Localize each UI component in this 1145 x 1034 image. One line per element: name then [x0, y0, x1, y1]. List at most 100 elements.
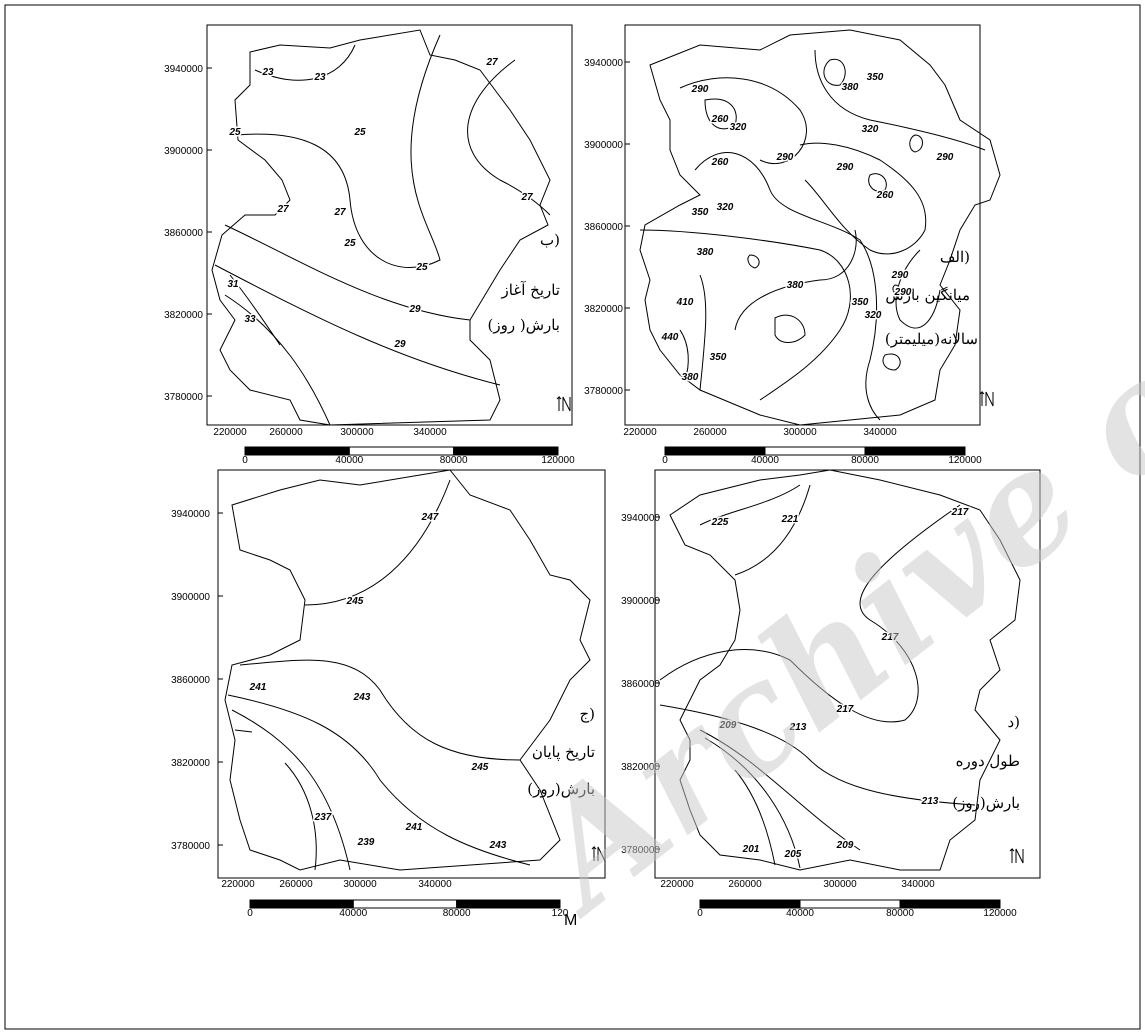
- contour-value-label: 320: [730, 122, 747, 133]
- panel-frame: [654, 469, 1041, 879]
- contour-line: [224, 294, 331, 426]
- contour-value-label: 380: [697, 247, 714, 258]
- contour-line: [823, 58, 846, 86]
- contour-line: [699, 484, 801, 526]
- contour-value-label: 217: [881, 632, 899, 643]
- y-tick-label: 3860000: [164, 228, 203, 239]
- y-tick-label: 3780000: [171, 841, 210, 852]
- scale-bar-label: 0: [662, 455, 668, 466]
- contour-value-label: 237: [314, 812, 332, 823]
- contour-value-label: 29: [393, 339, 406, 350]
- contour-line: [868, 173, 887, 192]
- contour-value-label: 27: [333, 207, 346, 218]
- boundary-outline: [224, 469, 591, 871]
- contour-line: [734, 229, 857, 331]
- contour-value-label: 225: [711, 517, 729, 528]
- contour-value-label: 209: [719, 720, 737, 731]
- boundary-outline: [211, 29, 551, 426]
- scale-bar-label: 40000: [786, 908, 814, 919]
- x-tick-label: 220000: [213, 427, 247, 438]
- contour-line: [659, 704, 976, 806]
- scale-bar-label: 0: [247, 908, 253, 919]
- contour-value-label: 27: [485, 57, 498, 68]
- scale-bar-label: 40000: [751, 455, 779, 466]
- contour-line: [254, 44, 356, 81]
- panel-frame: [624, 24, 981, 426]
- contour-line: [799, 142, 927, 255]
- contour-value-label: 201: [742, 844, 760, 855]
- contour-line: [304, 479, 451, 606]
- y-tick-label: 3940000: [584, 58, 623, 69]
- panel-title-line: د): [1007, 713, 1020, 731]
- scale-bar-label: 40000: [335, 455, 363, 466]
- scale-bar-segment: [249, 899, 354, 909]
- north-arrow-icon: [1009, 848, 1024, 864]
- contour-value-label: 260: [711, 114, 729, 125]
- contour-value-label: 320: [862, 124, 879, 135]
- scale-bar-label: 80000: [851, 455, 879, 466]
- contour-line: [704, 737, 801, 869]
- contour-value-label: 350: [692, 207, 709, 218]
- contour-value-label: 350: [867, 72, 884, 83]
- contour-line: [284, 762, 317, 871]
- x-tick-label: 340000: [863, 427, 897, 438]
- contour-value-label: 380: [682, 372, 699, 383]
- contour-line: [227, 694, 531, 866]
- contour-line: [734, 769, 776, 866]
- x-tick-label: 340000: [418, 879, 452, 890]
- scale-bar-segment: [899, 899, 1001, 909]
- watermark-text: Archive of SID: [494, 55, 1145, 948]
- contour-line: [882, 353, 901, 371]
- scale-bar-label: 0: [242, 455, 248, 466]
- y-tick-label: 3860000: [621, 679, 660, 690]
- contour-value-label: 245: [346, 596, 364, 607]
- y-tick-label: 3900000: [164, 146, 203, 157]
- contour-value-label: 23: [261, 67, 274, 78]
- contour-line: [679, 329, 689, 381]
- x-tick-label: 300000: [783, 427, 817, 438]
- contour-line: [699, 274, 707, 391]
- contour-line: [231, 709, 351, 871]
- contour-value-label: 380: [842, 82, 859, 93]
- contour-line: [699, 729, 861, 851]
- contour-line: [467, 59, 551, 216]
- map-panel-b: ب) تاریخ آغاز بارش( روز): [206, 24, 573, 426]
- y-tick-label: 3860000: [584, 222, 623, 233]
- contour-value-label: 290: [836, 162, 854, 173]
- panel-frame: [206, 24, 573, 426]
- generated-layer: 3940000 3900000 3860000 3820000 3780000 22000…: [164, 56, 1017, 920]
- y-tick-label: 3820000: [621, 762, 660, 773]
- scale-bar-segment: [453, 446, 559, 456]
- panel-title-line: ب): [540, 231, 560, 249]
- contour-line: [814, 49, 986, 151]
- north-arrow-icon: [979, 391, 994, 407]
- contour-value-label: 290: [936, 152, 954, 163]
- contour-value-label: 260: [876, 190, 894, 201]
- scale-bar-segment: [764, 446, 866, 456]
- scale-bar-segment: [799, 899, 901, 909]
- panel-title-line: بارش(روز): [952, 794, 1020, 812]
- panel-title-line: بارش(روز): [527, 780, 595, 798]
- x-tick-label: 340000: [413, 427, 447, 438]
- contour-line: [734, 484, 811, 576]
- contour-line: [224, 224, 471, 321]
- map-panel-dal: د) طول دوره بارش(روز): [654, 469, 1041, 879]
- contour-value-label: 33: [244, 314, 256, 325]
- contour-value-label: 27: [276, 204, 289, 215]
- contour-value-label: 247: [421, 512, 439, 523]
- x-tick-label: 220000: [623, 427, 657, 438]
- contour-value-label: 290: [776, 152, 794, 163]
- panel-title-line: ج): [579, 705, 595, 723]
- contour-value-label: 205: [784, 849, 802, 860]
- contour-value-label: 209: [836, 840, 854, 851]
- contour-value-label: 380: [787, 280, 804, 291]
- contour-line: [747, 254, 760, 269]
- contour-line: [895, 249, 941, 329]
- boundary-outline: [639, 29, 1001, 426]
- contour-value-label: 241: [249, 682, 267, 693]
- contour-line: [236, 34, 441, 268]
- scale-bar-label: 120000: [541, 455, 575, 466]
- contour-value-label: 25: [415, 262, 428, 273]
- contour-value-label: 290: [894, 287, 912, 298]
- contour-line: [229, 274, 281, 346]
